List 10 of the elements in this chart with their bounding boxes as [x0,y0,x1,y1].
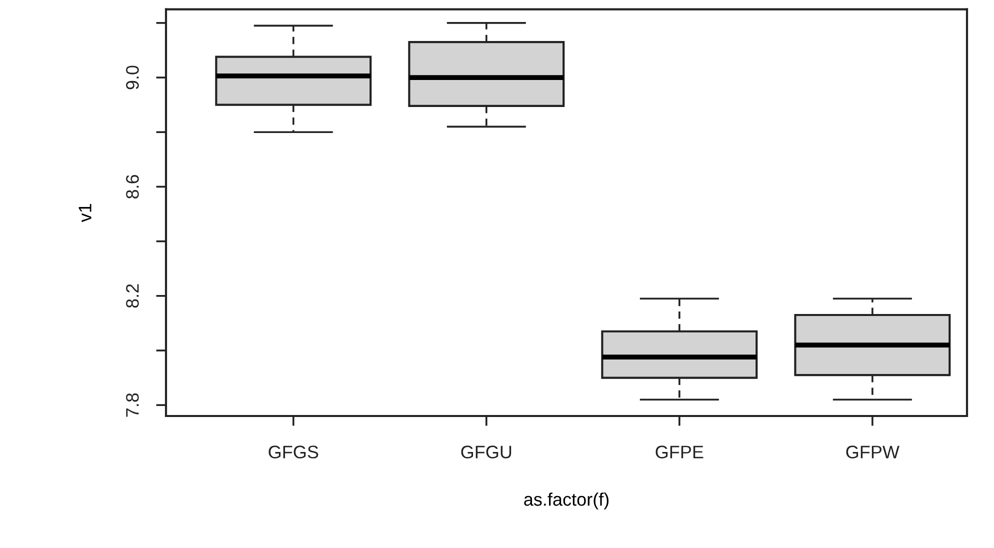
x-axis-title: as.factor(f) [524,492,609,510]
x-tick-label: GFGS [268,446,318,458]
x-tick-label: GFPE [656,446,704,458]
y-tick-label: 9.0 [126,66,139,90]
x-tick-label: GFPW [846,446,900,458]
y-tick-label: 8.6 [126,174,139,198]
y-tick-label: 7.8 [126,393,139,417]
x-tick-label: GFGU [461,446,512,458]
y-tick-label: 8.2 [126,284,139,308]
y-axis-title: v1 [78,204,92,222]
